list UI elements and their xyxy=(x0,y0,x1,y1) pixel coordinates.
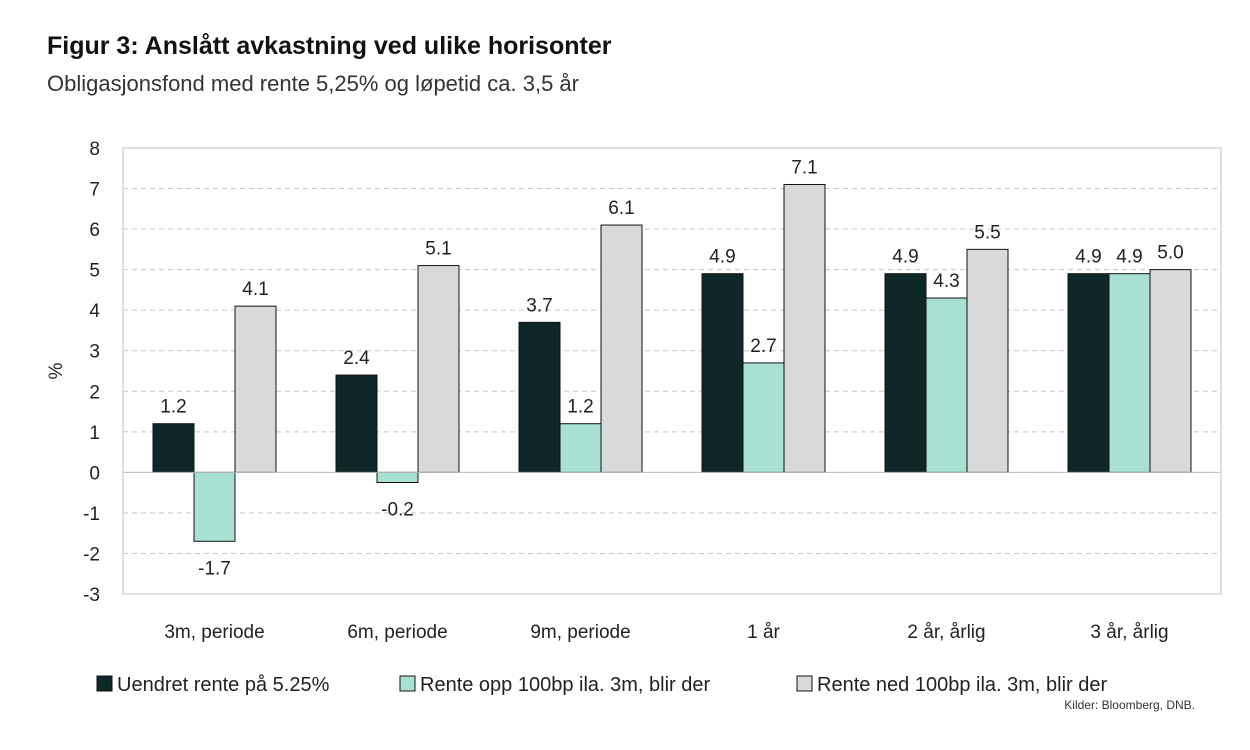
legend-swatch-1 xyxy=(399,675,416,692)
bar-s0-c1 xyxy=(335,374,378,473)
data-label: 5.1 xyxy=(425,239,451,260)
data-label: -0.2 xyxy=(381,500,414,521)
bar-s0-c3 xyxy=(701,273,744,473)
data-label: 1.2 xyxy=(567,397,593,418)
y-tick-label: -3 xyxy=(83,585,100,606)
data-label: 3.7 xyxy=(526,295,552,316)
data-label: -1.7 xyxy=(198,558,231,579)
bar-s0-c4 xyxy=(884,273,927,473)
bar-s2-c4 xyxy=(966,248,1009,473)
data-label: 4.9 xyxy=(1116,247,1142,268)
legend-label-1: Rente opp 100bp ila. 3m, blir der xyxy=(420,674,711,696)
legend-swatch-0 xyxy=(96,675,113,692)
data-label: 2.4 xyxy=(343,348,370,369)
y-tick-label: -1 xyxy=(83,504,100,525)
y-tick-label: 8 xyxy=(89,139,100,160)
bar-s1-c4 xyxy=(925,297,968,473)
y-tick-label: 0 xyxy=(89,463,100,484)
bar-s2-c1 xyxy=(417,265,460,473)
y-tick-label: 1 xyxy=(89,423,100,444)
bar-s1-c3 xyxy=(742,362,785,473)
bar-s0-c0 xyxy=(152,423,195,473)
data-label: 4.1 xyxy=(242,279,268,300)
bar-s0-c2 xyxy=(518,321,561,473)
data-label: 5.0 xyxy=(1157,243,1183,264)
bar-s1-c5 xyxy=(1108,273,1151,473)
bar-s2-c5 xyxy=(1149,269,1192,473)
x-tick-label: 1 år xyxy=(747,622,780,643)
data-label: 6.1 xyxy=(608,198,634,219)
data-label: 1.2 xyxy=(160,397,186,418)
plot-frame xyxy=(122,147,1222,595)
y-tick-label: 7 xyxy=(89,180,100,201)
x-tick-label: 6m, periode xyxy=(347,622,447,643)
bar-s1-c1 xyxy=(376,471,419,484)
x-tick-label: 9m, periode xyxy=(530,622,630,643)
bar-s1-c0 xyxy=(193,471,236,542)
data-label: 4.9 xyxy=(892,247,918,268)
data-label: 4.9 xyxy=(1075,247,1101,268)
y-tick-label: 4 xyxy=(89,301,100,322)
legend-label-2: Rente ned 100bp ila. 3m, blir der xyxy=(817,674,1108,696)
x-tick-label: 2 år, årlig xyxy=(907,622,985,643)
x-tick-label: 3 år, årlig xyxy=(1090,622,1168,643)
x-tick-label: 3m, periode xyxy=(164,622,264,643)
y-axis-label: % xyxy=(46,362,67,379)
y-tick-label: 6 xyxy=(89,220,100,241)
y-tick-label: -2 xyxy=(83,544,100,565)
legend-swatch-2 xyxy=(796,675,813,692)
data-label: 5.5 xyxy=(974,222,1000,243)
bar-s2-c2 xyxy=(600,224,643,473)
data-label: 2.7 xyxy=(750,336,776,357)
data-label: 4.3 xyxy=(933,271,959,292)
source-note: Kilder: Bloomberg, DNB. xyxy=(1064,698,1195,712)
y-tick-label: 2 xyxy=(89,382,100,403)
bar-s0-c5 xyxy=(1067,273,1110,473)
y-tick-label: 5 xyxy=(89,261,100,282)
y-tick-label: 3 xyxy=(89,342,100,363)
chart-subtitle: Obligasjonsfond med rente 5,25% og løpet… xyxy=(47,71,579,96)
data-label: 7.1 xyxy=(791,157,817,178)
bar-s2-c3 xyxy=(783,183,826,473)
legend-label-0: Uendret rente på 5.25% xyxy=(117,674,330,696)
data-label: 4.9 xyxy=(709,247,735,268)
bar-s2-c0 xyxy=(234,305,277,473)
chart-title: Figur 3: Anslått avkastning ved ulike ho… xyxy=(47,32,612,60)
bar-s1-c2 xyxy=(559,423,602,473)
